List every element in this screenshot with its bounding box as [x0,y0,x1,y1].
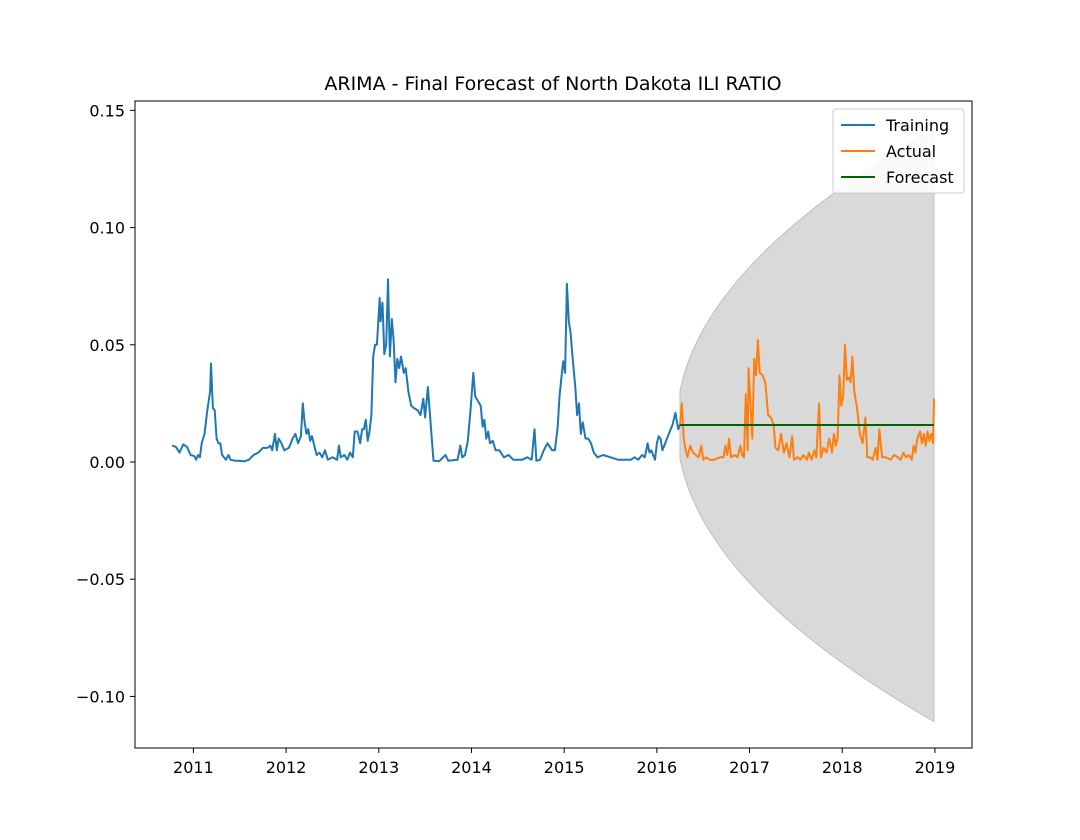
legend-box [832,108,965,194]
y-tick-label: 0.15 [89,101,125,120]
x-tick-label: 2015 [544,758,585,777]
y-tick-label: 0.00 [89,453,125,472]
x-tick-label: 2017 [729,758,770,777]
legend-label-training: Training [885,116,949,135]
legend-label-actual: Actual [886,142,936,161]
x-tick-label: 2016 [636,758,677,777]
y-tick-label: 0.05 [89,336,125,355]
y-tick-label: −0.10 [76,687,125,706]
series-line-training [171,278,681,463]
x-tick-label: 2012 [266,758,307,777]
legend: Training Actual Forecast [832,108,965,194]
legend-label-forecast: Forecast [886,168,954,187]
y-axis: 0.15 0.10 0.05 0.00 −0.05 −0.10 [76,101,135,706]
plot-area-frame [134,100,973,749]
x-axis: 2011 2012 2013 2014 2015 2016 2017 2018 2019 [173,748,955,777]
y-tick-label: 0.10 [89,219,125,238]
series-line-actual [679,339,935,461]
x-tick-label: 2013 [358,758,399,777]
x-tick-label: 2014 [451,758,492,777]
chart-title: ARIMA - Final Forecast of North Dakota I… [324,73,781,95]
x-tick-label: 2018 [822,758,863,777]
x-tick-label: 2011 [173,758,214,777]
series-layer [171,278,935,463]
x-tick-label: 2019 [915,758,956,777]
y-tick-label: −0.05 [76,570,125,589]
